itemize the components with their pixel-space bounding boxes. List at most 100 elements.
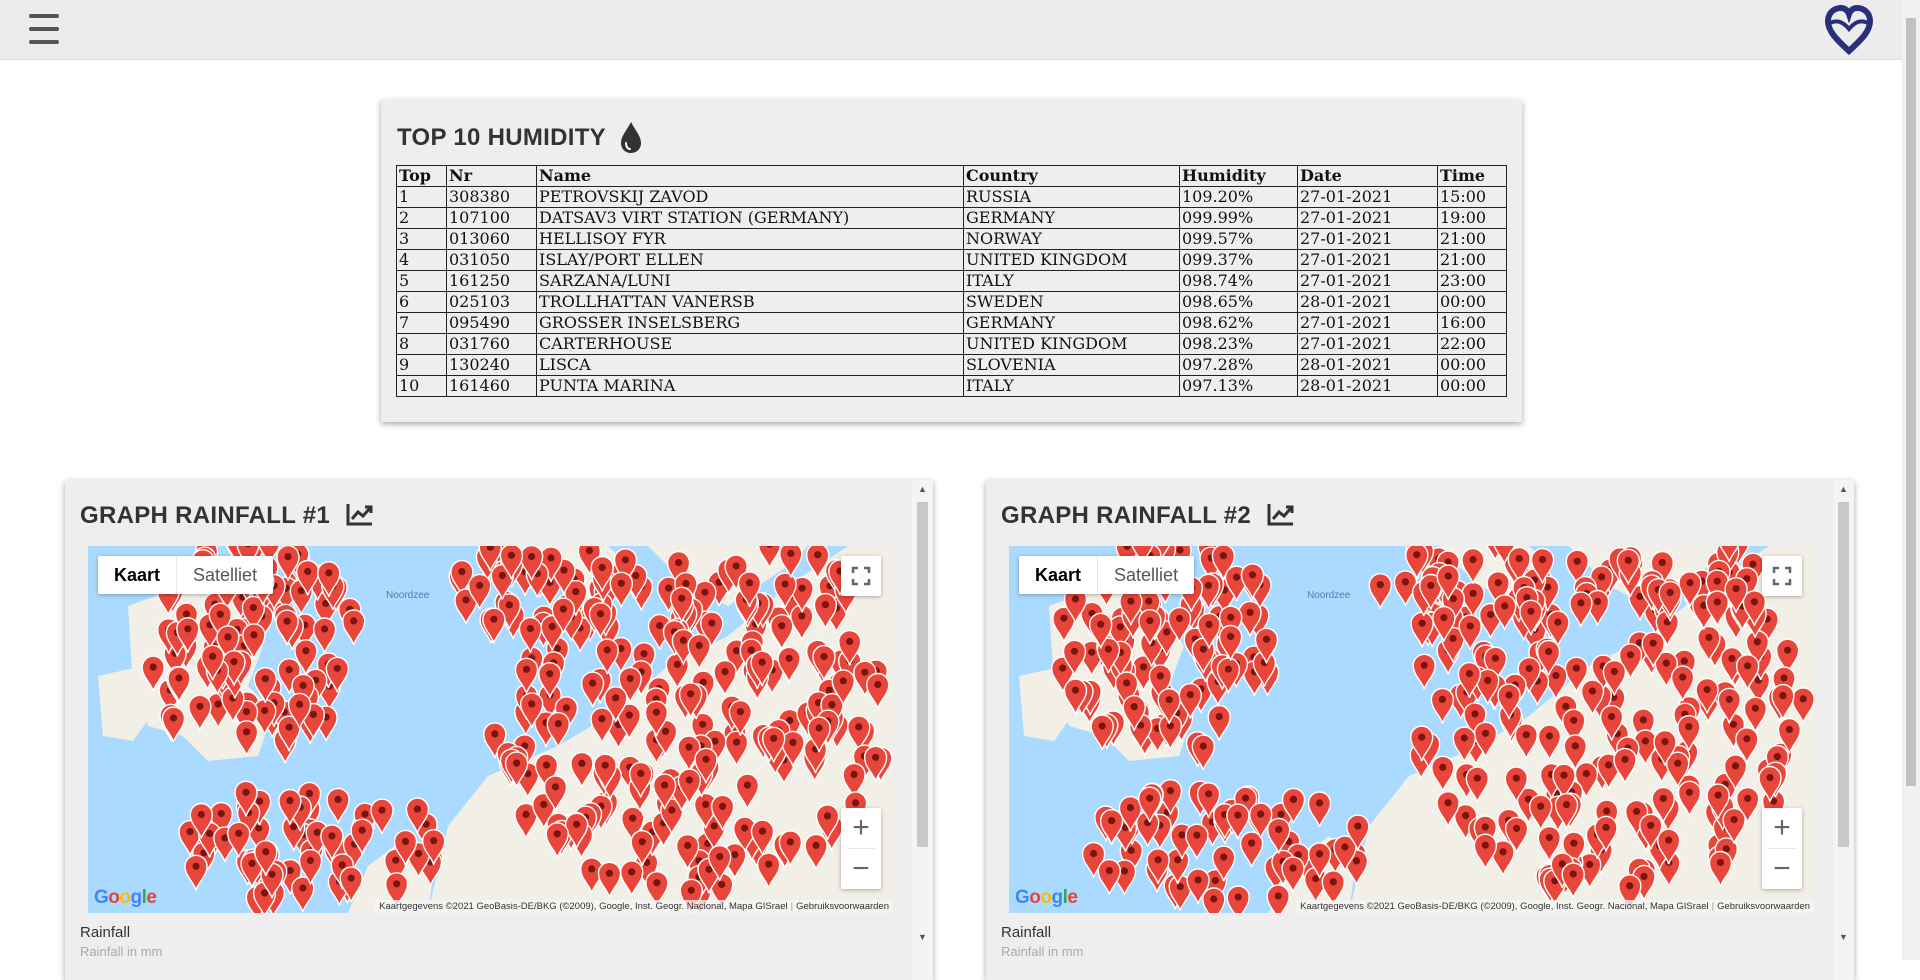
map-marker[interactable] <box>1653 729 1677 766</box>
heart-logo-icon[interactable] <box>1822 3 1876 56</box>
map-marker[interactable] <box>613 548 638 585</box>
map-marker[interactable] <box>1706 783 1730 820</box>
map-marker[interactable] <box>1090 714 1114 751</box>
map-marker[interactable] <box>762 726 786 763</box>
map-marker[interactable] <box>675 833 700 870</box>
map-marker[interactable] <box>1517 656 1541 693</box>
map-marker[interactable] <box>339 866 363 903</box>
map-marker[interactable] <box>737 571 762 608</box>
map-marker[interactable] <box>1657 828 1681 865</box>
map-marker[interactable] <box>520 692 544 729</box>
map-marker[interactable] <box>590 555 614 592</box>
map-marker[interactable] <box>1131 546 1154 565</box>
map-marker[interactable] <box>733 816 757 853</box>
map-marker[interactable] <box>1346 814 1370 851</box>
map-marker[interactable] <box>1613 747 1637 784</box>
map-marker[interactable] <box>863 745 888 782</box>
map-marker[interactable] <box>1146 848 1170 885</box>
map-marker[interactable] <box>277 715 301 752</box>
map-marker[interactable] <box>1473 721 1498 758</box>
map-marker[interactable] <box>258 546 281 565</box>
map-marker[interactable] <box>1281 787 1306 824</box>
map-marker[interactable] <box>831 669 855 706</box>
map-marker[interactable] <box>540 614 564 651</box>
map-marker[interactable] <box>1722 807 1746 844</box>
map-marker[interactable] <box>1507 546 1531 583</box>
map-marker[interactable] <box>1537 825 1561 862</box>
map-marker[interactable] <box>1569 591 1593 628</box>
map-marker[interactable] <box>519 546 544 581</box>
map-marker[interactable] <box>1777 717 1802 754</box>
map-marker[interactable] <box>1405 546 1429 579</box>
map-type-map-button[interactable]: Kaart <box>114 565 161 585</box>
map-marker[interactable] <box>325 656 350 693</box>
map-marker[interactable] <box>1594 815 1618 852</box>
map-marker[interactable] <box>176 617 200 654</box>
map-marker[interactable] <box>807 716 831 753</box>
map-marker[interactable] <box>454 588 478 625</box>
map-marker[interactable] <box>482 607 506 644</box>
map-marker[interactable] <box>1239 831 1264 868</box>
map-marker[interactable] <box>1436 564 1460 601</box>
map-marker[interactable] <box>294 639 318 676</box>
map-marker[interactable] <box>617 703 641 740</box>
map-marker[interactable] <box>777 646 801 683</box>
map-marker[interactable] <box>1536 639 1561 676</box>
map-marker[interactable] <box>1743 696 1768 733</box>
map-marker[interactable] <box>812 644 836 681</box>
map-marker[interactable] <box>545 822 569 859</box>
map-marker[interactable] <box>504 751 529 788</box>
map-marker[interactable] <box>178 819 202 856</box>
map-marker[interactable] <box>1458 614 1482 651</box>
google-logo[interactable]: Google <box>1015 887 1078 908</box>
map-marker[interactable] <box>1678 571 1702 608</box>
map-marker[interactable] <box>1697 625 1721 662</box>
map-marker[interactable] <box>234 780 258 817</box>
map-marker[interactable] <box>1441 626 1465 663</box>
map-marker[interactable] <box>1658 580 1682 617</box>
map-marker[interactable] <box>593 753 617 790</box>
map-marker[interactable] <box>1410 725 1434 762</box>
map-marker[interactable] <box>1775 638 1800 675</box>
map-marker[interactable] <box>1196 782 1221 819</box>
map-marker[interactable] <box>630 830 654 866</box>
map-marker[interactable] <box>1062 639 1087 676</box>
hamburger-menu-icon[interactable] <box>29 13 59 45</box>
map-marker[interactable] <box>1465 766 1489 803</box>
map-marker[interactable] <box>1537 724 1562 761</box>
map-marker[interactable] <box>1735 727 1759 764</box>
map-marker[interactable] <box>1178 682 1203 719</box>
map-marker[interactable] <box>320 824 344 861</box>
map-marker[interactable] <box>167 666 191 703</box>
map-marker[interactable] <box>483 722 507 759</box>
map-marker[interactable] <box>312 617 337 654</box>
map-marker[interactable] <box>677 768 702 805</box>
map-marker[interactable] <box>342 609 366 646</box>
map-marker[interactable] <box>1307 842 1332 879</box>
map-marker[interactable] <box>1218 605 1243 642</box>
map-marker[interactable] <box>478 546 502 572</box>
map-marker[interactable] <box>1717 687 1741 724</box>
map-marker[interactable] <box>1457 661 1482 698</box>
fullscreen-button[interactable] <box>1762 556 1802 596</box>
map-marker[interactable] <box>1639 813 1663 850</box>
map-marker[interactable] <box>1705 590 1729 627</box>
map-marker[interactable] <box>806 546 830 579</box>
map-marker[interactable] <box>1157 688 1181 724</box>
map-marker[interactable] <box>1122 694 1146 731</box>
map-marker[interactable] <box>518 616 543 653</box>
map-marker[interactable] <box>1240 563 1265 600</box>
map-marker[interactable] <box>1742 590 1767 627</box>
map-marker[interactable] <box>326 787 350 824</box>
map-marker[interactable] <box>735 773 760 810</box>
map-marker[interactable] <box>1267 817 1291 854</box>
map-marker[interactable] <box>838 629 862 666</box>
map-marker[interactable] <box>1651 786 1675 823</box>
map-marker[interactable] <box>757 546 782 569</box>
map-marker[interactable] <box>1167 606 1192 643</box>
map-marker[interactable] <box>724 730 749 767</box>
map-marker[interactable] <box>779 546 803 578</box>
map-marker[interactable] <box>538 662 562 698</box>
map-marker[interactable] <box>1266 884 1290 913</box>
map-marker[interactable] <box>287 692 312 729</box>
